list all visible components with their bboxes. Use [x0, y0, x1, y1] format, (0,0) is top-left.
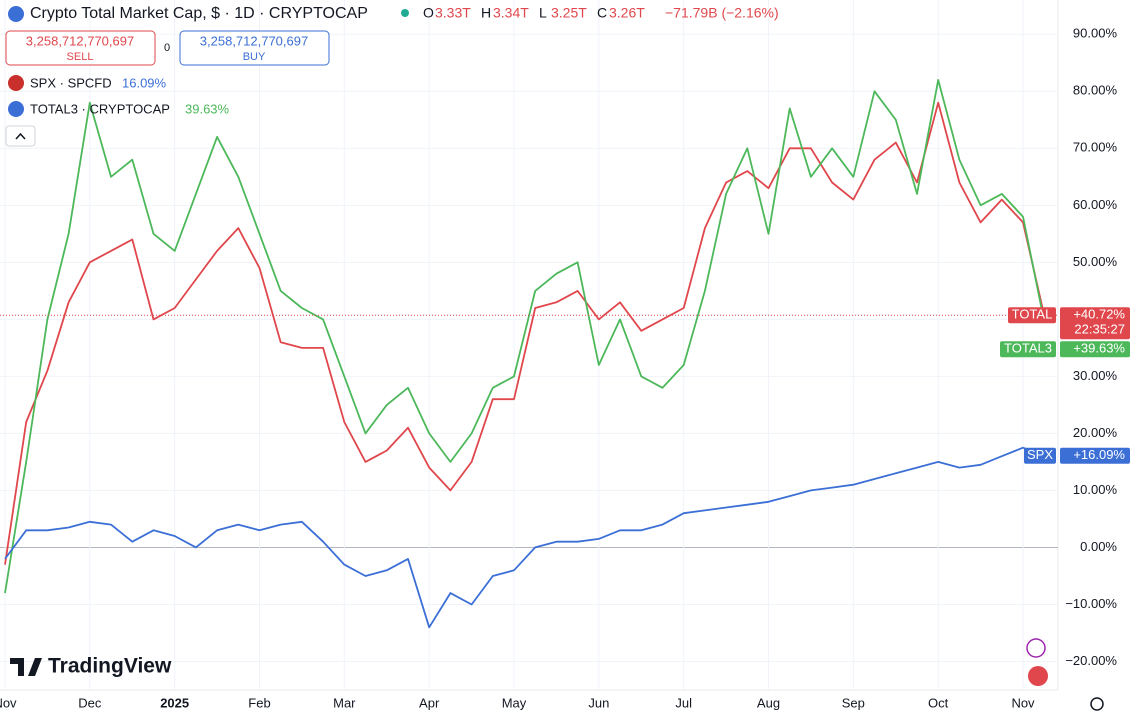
- x-tick-label: Mar: [333, 695, 356, 710]
- x-tick-label: Oct: [928, 695, 949, 710]
- flag-icon[interactable]: [1028, 666, 1048, 686]
- y-tick-label: 10.00%: [1073, 482, 1118, 497]
- legend-name[interactable]: TOTAL3 · CRYPTOCAP: [30, 101, 170, 116]
- ohlc-value: 3.34T: [493, 5, 529, 21]
- plot-area: [0, 0, 1058, 690]
- collapse-icon[interactable]: [15, 132, 26, 140]
- x-tick-label: Aug: [757, 695, 780, 710]
- buy-label[interactable]: BUY: [243, 51, 266, 63]
- series-line: [4, 446, 1045, 629]
- y-tick-label: 60.00%: [1073, 197, 1118, 212]
- x-tick-label: Nov: [1011, 695, 1035, 710]
- price-tag-label: +40.72%: [1073, 307, 1125, 322]
- y-tick-label: 50.00%: [1073, 254, 1118, 269]
- y-tick-label: 20.00%: [1073, 425, 1118, 440]
- y-tick-label: 70.00%: [1073, 140, 1118, 155]
- ohlc-value: 3.33T: [435, 5, 471, 21]
- ohlc-letter: H: [481, 5, 491, 21]
- change: −71.79B (−2.16%): [665, 5, 779, 21]
- x-tick-label: 2025: [160, 695, 189, 710]
- series-tag-name: SPX: [1027, 447, 1053, 462]
- price-tag: [1060, 307, 1130, 340]
- brand: TradingView: [48, 655, 172, 678]
- price-tag-label: +16.09%: [1073, 447, 1125, 462]
- x-tick-label: Apr: [419, 695, 440, 710]
- y-tick-label: 80.00%: [1073, 83, 1118, 98]
- buy-button[interactable]: [179, 30, 330, 66]
- spx-icon: [8, 75, 24, 91]
- chart-title[interactable]: Crypto Total Market Cap, $ · 1D · CRYPTO…: [30, 5, 368, 22]
- price-tag: [1060, 341, 1130, 358]
- brand-logo: [10, 658, 42, 676]
- series-tag: [1024, 447, 1056, 464]
- sell-button[interactable]: [5, 30, 156, 66]
- y-tick-label: −10.00%: [1065, 596, 1117, 611]
- x-tick-label: Nov: [0, 695, 17, 710]
- market-status[interactable]: [401, 9, 409, 17]
- series-tag-name: TOTAL: [1012, 307, 1053, 322]
- y-tick-label: 30.00%: [1073, 368, 1118, 383]
- series-line: [4, 101, 1046, 565]
- x-tick-label: Feb: [248, 695, 270, 710]
- ohlc-value: 3.25T: [551, 5, 587, 21]
- legend-name[interactable]: SPX · SPCFD: [30, 75, 112, 90]
- legend-value: 39.63%: [185, 101, 230, 116]
- symbol-icon[interactable]: [8, 6, 24, 22]
- y-tick-label: 90.00%: [1073, 26, 1118, 41]
- ohlc-letter: L: [539, 5, 547, 21]
- collapse-button[interactable]: [5, 125, 36, 147]
- sell-price[interactable]: 3,258,712,770,697: [26, 33, 134, 48]
- x-tick-label: Jul: [675, 695, 692, 710]
- y-tick-label: −20.00%: [1065, 653, 1117, 668]
- total3-icon: [8, 101, 24, 117]
- x-tick-label: May: [502, 695, 527, 710]
- price-tag: [1060, 447, 1130, 464]
- x-tick-label: Dec: [78, 695, 102, 710]
- series-line: [4, 79, 1046, 594]
- series-tag-name: TOTAL3: [1004, 341, 1052, 356]
- countdown: 22:35:27: [1074, 322, 1125, 337]
- x-tick-label: Jun: [588, 695, 609, 710]
- ohlc-letter: C: [597, 5, 607, 21]
- sell-label[interactable]: SELL: [67, 51, 94, 63]
- ohlc-letter: O: [423, 5, 434, 21]
- settings-icon[interactable]: [1090, 697, 1104, 711]
- y-tick-label: 0.00%: [1080, 539, 1117, 554]
- price-tag-label: +39.63%: [1073, 341, 1125, 356]
- events-icon[interactable]: [1026, 638, 1046, 658]
- series-tag: [1008, 307, 1056, 324]
- x-tick-label: Sep: [842, 695, 865, 710]
- buy-price[interactable]: 3,258,712,770,697: [200, 33, 308, 48]
- legend-value: 16.09%: [122, 75, 167, 90]
- series-tag: [1000, 341, 1056, 358]
- ohlc-value: 3.26T: [609, 5, 645, 21]
- spread: 0: [164, 42, 170, 54]
